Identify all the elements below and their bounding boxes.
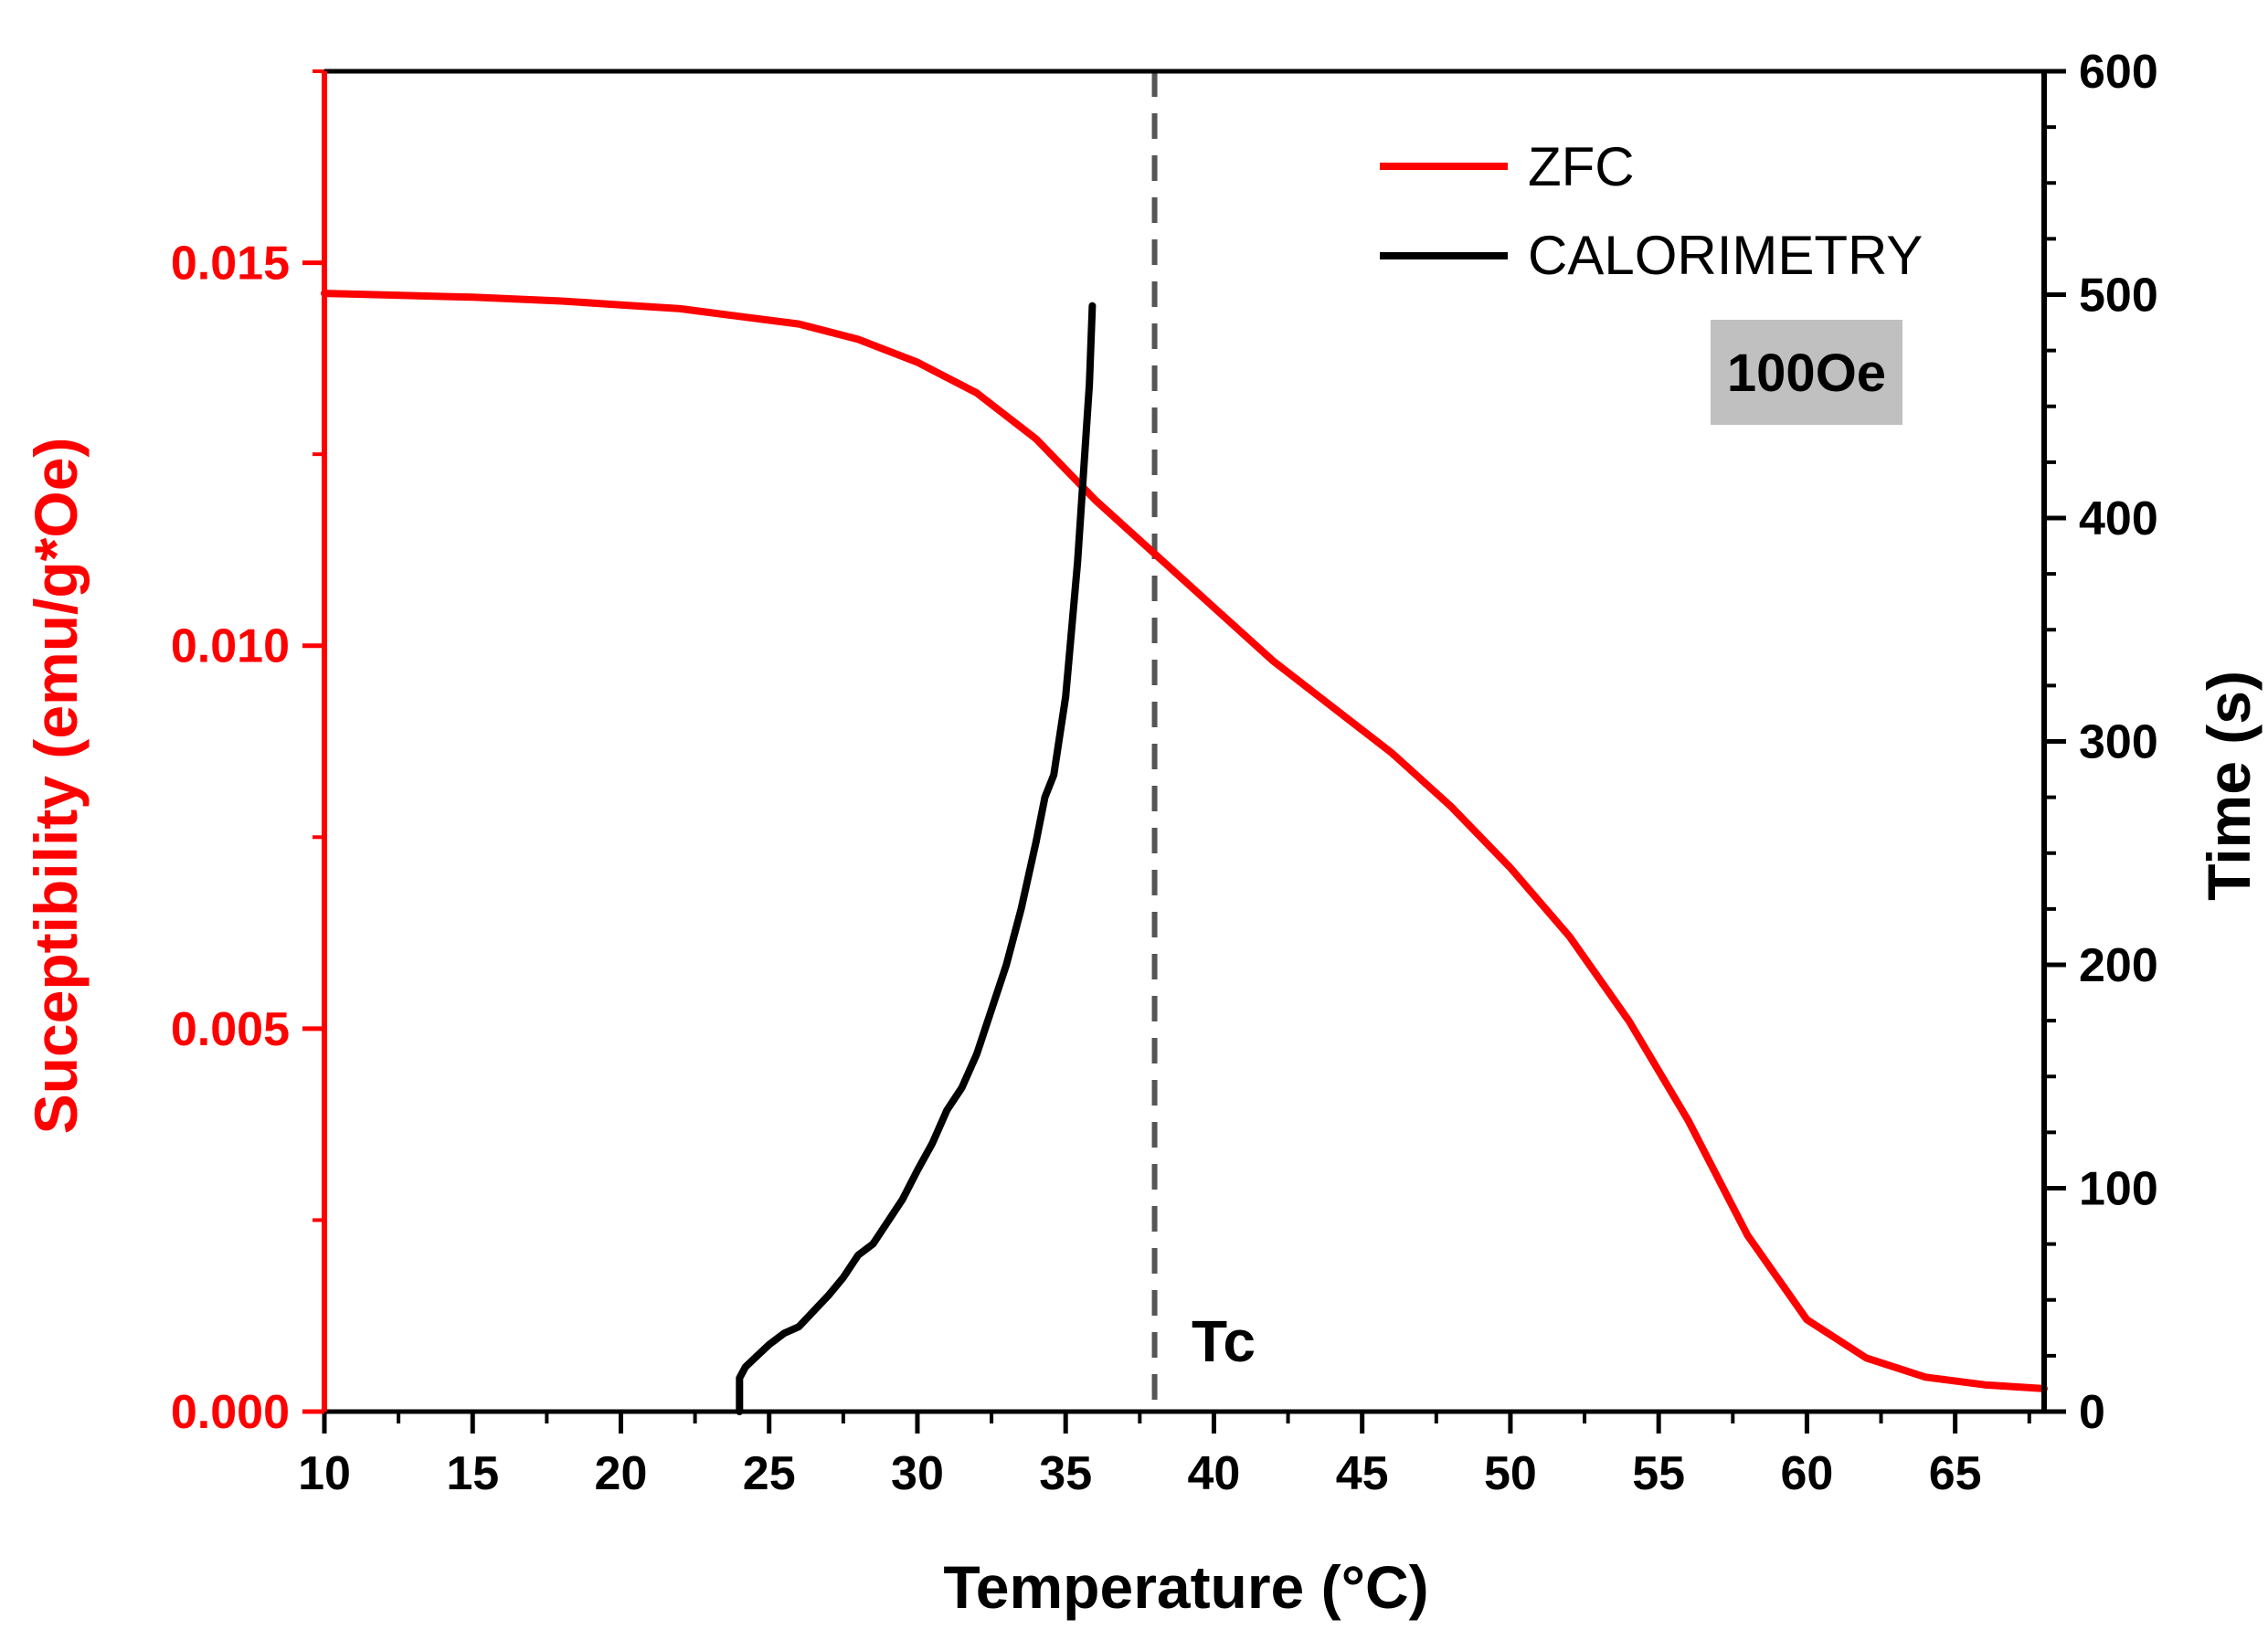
series-line-zfc (321, 290, 2048, 1392)
series-line-calorimetry (736, 302, 1097, 1415)
y-left-axis-title: Suceptibility (emu/g*Oe) (22, 438, 90, 1135)
x-tick-label: 15 (446, 1447, 499, 1500)
y-right-axis-title: Time (s) (2195, 671, 2263, 901)
tc-label: Tc (1192, 1308, 1256, 1374)
x-tick-label: 30 (891, 1447, 944, 1500)
x-tick-label: 45 (1336, 1447, 1389, 1500)
x-tick-label: 50 (1484, 1447, 1537, 1500)
x-axis-title: Temperature (°C) (943, 1553, 1428, 1621)
x-tick-label: 60 (1780, 1447, 1833, 1500)
y-left-tick-label: 0.015 (171, 238, 290, 291)
legend-label-calorimetry: CALORIMETRY (1528, 225, 1923, 286)
y-right-tick-label: 0 (2079, 1386, 2105, 1439)
y-left-tick-label: 0.000 (171, 1386, 290, 1439)
x-tick-label: 25 (743, 1447, 796, 1500)
y-right-tick-label: 200 (2079, 939, 2158, 992)
y-right-tick-label: 300 (2079, 716, 2158, 769)
legend: ZFC CALORIMETRY (1380, 136, 1923, 286)
ticks-layer: 10 15 20 25 30 35 40 45 50 55 60 65 0.000 0.005 0.010 0… (171, 46, 2158, 1500)
x-tick-label: 55 (1632, 1447, 1685, 1500)
y-right-tick-label: 500 (2079, 270, 2158, 323)
y-left-tick-label: 0.010 (171, 620, 290, 673)
x-tick-label: 40 (1188, 1447, 1241, 1500)
y-right-tick-label: 100 (2079, 1163, 2158, 1216)
y-right-tick-label: 400 (2079, 492, 2158, 545)
x-tick-label: 20 (595, 1447, 648, 1500)
field-badge-label: 100Oe (1727, 344, 1886, 403)
legend-label-zfc: ZFC (1528, 136, 1635, 197)
field-badge: 100Oe (1711, 320, 1902, 425)
y-left-tick-label: 0.005 (171, 1003, 290, 1056)
series-layer (321, 290, 2048, 1415)
x-tick-label: 35 (1039, 1447, 1092, 1500)
field-badge-box (1711, 320, 1902, 425)
y-right-tick-label: 600 (2079, 46, 2158, 99)
x-tick-label: 65 (1929, 1447, 1982, 1500)
x-tick-label: 10 (298, 1447, 351, 1500)
